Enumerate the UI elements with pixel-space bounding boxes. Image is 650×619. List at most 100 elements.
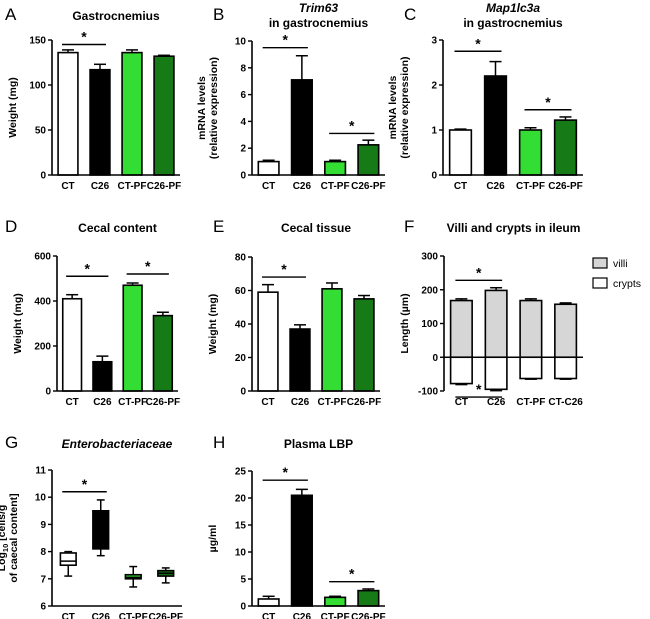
chart-title: Cecal content: [78, 221, 157, 235]
y-tick-label: 0: [240, 602, 246, 613]
y-tick-label: 0: [40, 171, 46, 182]
panel-label: F: [404, 217, 414, 236]
x-tick-label: CT-PF: [118, 397, 147, 408]
chart-title: Cecal tissue: [281, 221, 351, 235]
x-tick-label: C26-PF: [351, 181, 385, 192]
bar-crypts: [519, 356, 543, 380]
x-tick-label: CT-PF: [516, 397, 545, 408]
x-tick-label: C26-PF: [149, 612, 183, 619]
bar: [321, 288, 343, 392]
chart-title: in gastrocnemius: [269, 16, 369, 30]
panel-label: C: [404, 5, 416, 24]
y-tick-label: 0: [240, 387, 246, 398]
panel-F: F Villi and crypts in ileum Length (µm) -10…: [399, 217, 641, 408]
box: [59, 552, 77, 567]
significance-star: *: [476, 381, 482, 397]
x-tick-label: C26-PF: [347, 397, 381, 408]
y-tick-label: 3: [431, 36, 437, 47]
box: [92, 509, 110, 550]
bar: [61, 297, 83, 392]
bar-villi: [554, 303, 578, 359]
panel-E: E Cecal tissue Weight (mg) 0 20 40 60 80 CT C26 CT…: [207, 217, 381, 408]
y-tick-label: 100: [421, 319, 438, 330]
y-tick-label: 20: [235, 353, 247, 364]
bar: [289, 328, 311, 392]
significance-star: *: [82, 476, 88, 492]
significance-star: *: [283, 32, 289, 48]
y-tick-label: 100: [29, 81, 46, 92]
bar-villi: [519, 299, 543, 359]
x-tick-label: C26: [93, 397, 112, 408]
x-tick-label: CT: [262, 181, 275, 192]
legend-swatch-crypts: [592, 277, 608, 289]
bar: [357, 589, 380, 607]
y-tick-label: 60: [235, 286, 247, 297]
significance-star: *: [81, 29, 87, 45]
x-tick-label: C26-PF: [147, 181, 181, 192]
panel-G: G Enterobacteriaceae Log10 [cells/g of caec…: [0, 433, 183, 619]
y-axis-label: Weight (mg): [207, 294, 219, 354]
y-axis-label: µg/ml: [207, 525, 219, 553]
x-tick-label: CT-PF: [318, 397, 347, 408]
panel-label: D: [5, 217, 17, 236]
y-tick-label: 9: [40, 520, 46, 531]
x-tick-label: C26: [91, 181, 110, 192]
x-tick-label: CT-PF: [516, 181, 545, 192]
bar: [57, 51, 79, 176]
chart-title: Enterobacteriaceae: [62, 437, 173, 451]
x-tick-label: C26: [486, 181, 505, 192]
y-tick-label: 6: [40, 602, 46, 613]
x-tick-label: CT-PF: [118, 181, 147, 192]
y-tick-label: 400: [34, 297, 51, 308]
panel-H: H Plasma LBP µg/ml 0 5 10 15 20 25 CT C26 CT-PF C26-…: [207, 433, 386, 619]
significance-star: *: [85, 260, 91, 276]
x-tick-label: C26-PF: [548, 181, 582, 192]
bar-crypts: [484, 356, 508, 391]
bar: [153, 55, 175, 176]
y-tick-label: 0: [240, 171, 246, 182]
y-tick-label: 25: [235, 467, 247, 478]
significance-star: *: [545, 94, 551, 110]
y-tick-label: 10: [235, 37, 247, 48]
chart-title-gene: Trim63: [299, 1, 338, 15]
y-tick-label: 5: [240, 575, 246, 586]
bar: [257, 160, 280, 176]
y-tick-label: 2: [240, 144, 246, 155]
bar-villi: [449, 299, 473, 359]
x-tick-label: C26-PF: [146, 397, 180, 408]
y-tick-label: 11: [35, 466, 46, 477]
y-tick-label: 600: [34, 252, 51, 263]
bar: [324, 596, 347, 607]
y-tick-label: 8: [40, 547, 46, 558]
y-tick-label: 15: [235, 521, 247, 532]
bar: [290, 494, 313, 607]
bar: [152, 314, 174, 392]
y-tick-label: 20: [235, 494, 247, 505]
y-tick-label: 200: [421, 285, 438, 296]
bar: [92, 360, 113, 392]
chart-title-gene: Map1lc3a: [486, 1, 540, 15]
y-tick-label: 0: [432, 353, 438, 364]
x-tick-label: CT: [261, 397, 274, 408]
bar: [353, 298, 375, 392]
y-axis-label: Log10 [cells/g: [0, 505, 10, 572]
y-axis-label: mRNA levels: [196, 76, 208, 140]
bar: [357, 144, 380, 176]
x-tick-label: C26: [293, 181, 312, 192]
bar: [257, 291, 279, 392]
y-axis-label: Weight (mg): [12, 293, 24, 353]
significance-star: *: [475, 35, 481, 51]
y-tick-label: 150: [29, 36, 46, 47]
chart-title: in gastrocnemius: [463, 16, 563, 30]
y-axis-label: (relative expression): [399, 56, 411, 158]
y-tick-label: 4: [240, 117, 246, 128]
bar-crypts: [554, 356, 578, 380]
significance-star: *: [281, 261, 287, 277]
x-tick-label: CT: [65, 397, 78, 408]
panel-D: D Cecal content Weight (mg) 0 200 400 600 CT C26…: [5, 217, 180, 408]
y-tick-label: 2: [431, 81, 437, 92]
y-tick-label: -100: [418, 387, 438, 398]
bar: [483, 75, 508, 176]
y-tick-label: 8: [240, 63, 246, 74]
